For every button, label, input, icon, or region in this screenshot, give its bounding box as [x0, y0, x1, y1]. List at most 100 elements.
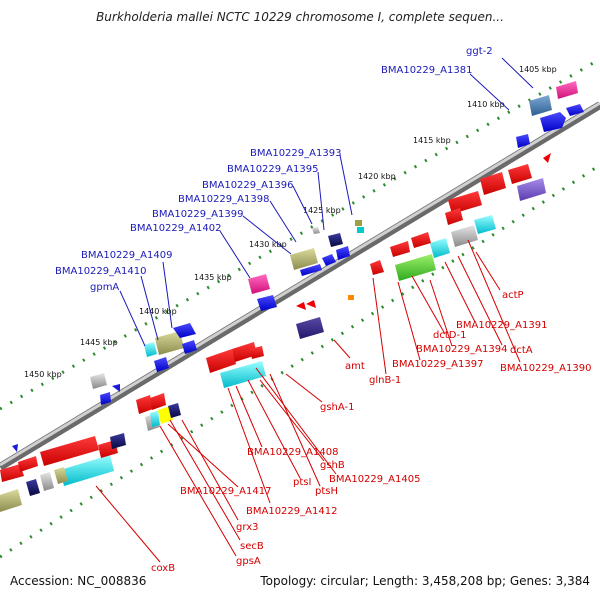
gene-feature: [90, 373, 107, 389]
reverse-gene-labels: actP BMA10229_A1391 dctD-1 dctA BMA10229…: [95, 239, 591, 574]
gene-label[interactable]: amt: [345, 361, 365, 372]
gene-label[interactable]: gpmA: [90, 282, 119, 293]
accession-text: Accession: NC_008836: [10, 574, 147, 588]
gene-label[interactable]: BMA10229_A1396: [202, 180, 293, 191]
gene-label[interactable]: ptsI: [293, 477, 311, 488]
gene-label[interactable]: BMA10229_A1393: [250, 148, 341, 159]
gene-feature: [150, 411, 160, 427]
callout-line: [475, 251, 501, 291]
callout-line: [242, 215, 292, 255]
gene-label[interactable]: BMA10229_A1381: [381, 65, 472, 76]
gene-label[interactable]: actP: [502, 290, 524, 301]
gene-label[interactable]: BMA10229_A1399: [152, 209, 243, 220]
gene-feature: [136, 395, 153, 414]
callout-line: [140, 275, 159, 341]
gene-feature: [250, 346, 264, 359]
gene-feature: [100, 392, 111, 405]
callout-line: [339, 154, 353, 216]
tick-label: 1405 kbp: [519, 65, 557, 74]
callout-line: [292, 185, 313, 225]
gene-feature: [445, 208, 463, 225]
gene-label[interactable]: BMA10229_A1409: [81, 250, 172, 261]
callout-line: [333, 339, 351, 359]
gene-label[interactable]: BMA10229_A1405: [329, 474, 420, 485]
gene-feature: [540, 112, 566, 132]
gene-label[interactable]: BMA10229_A1397: [392, 359, 483, 370]
gene-label[interactable]: dctD-1: [433, 330, 466, 341]
callout-line: [501, 57, 534, 89]
gene-feature: [516, 134, 530, 148]
tick-label: 1445 kbp: [80, 338, 118, 347]
gene-feature: [154, 357, 169, 372]
gene-feature: [566, 104, 584, 116]
gene-feature: [144, 342, 157, 357]
callout-line: [429, 279, 453, 347]
gene-label[interactable]: BMA10229_A1390: [500, 363, 591, 374]
tick-label: 1420 kbp: [358, 172, 396, 181]
gene-label[interactable]: BMA10229_A1417: [180, 486, 271, 497]
callout-line: [159, 425, 237, 557]
gene-label[interactable]: ptsH: [315, 486, 338, 497]
gene-feature: [18, 456, 38, 472]
gene-feature: [40, 436, 99, 466]
gene-label[interactable]: BMA10229_A1391: [456, 320, 547, 331]
gene-feature: [411, 232, 431, 248]
gene-feature: [168, 403, 181, 418]
gene-feature: [336, 246, 350, 260]
gene-label[interactable]: BMA10229_A1410: [55, 266, 146, 277]
gene-label[interactable]: coxB: [151, 563, 175, 574]
tick-label: 1415 kbp: [413, 136, 451, 145]
gene-feature: [430, 238, 450, 258]
gene-label[interactable]: dctA: [510, 345, 533, 356]
callout-line: [269, 200, 297, 243]
gene-feature: [517, 178, 546, 201]
gene-label[interactable]: BMA10229_A1402: [130, 223, 221, 234]
gene-feature: [390, 241, 410, 257]
forward-strand-genes: [12, 81, 584, 452]
gene-label[interactable]: grx3: [236, 522, 258, 533]
gene-feature: [60, 455, 114, 486]
tick-label: 1435 kbp: [194, 273, 232, 282]
gene-feature: [296, 317, 324, 339]
gene-label[interactable]: gshB: [320, 460, 345, 471]
callout-line: [457, 255, 503, 346]
gene-feature: [12, 444, 18, 452]
gene-feature: [248, 274, 270, 294]
gene-feature: [474, 215, 496, 234]
callout-line: [181, 419, 239, 521]
gene-feature: [451, 225, 478, 247]
gene-feature: [556, 81, 578, 99]
gene-label[interactable]: glnB-1: [369, 375, 401, 386]
gene-label[interactable]: secB: [240, 541, 264, 552]
callout-line: [255, 367, 337, 475]
callout-line: [397, 281, 421, 361]
gene-label[interactable]: BMA10229_A1398: [178, 194, 269, 205]
gene-label[interactable]: ggt-2: [466, 46, 493, 57]
gene-label[interactable]: gshA-1: [320, 402, 355, 413]
callout-line: [235, 385, 263, 448]
callout-line: [372, 277, 387, 375]
callout-line: [119, 290, 146, 347]
gene-feature: [206, 349, 236, 373]
gene-feature: [26, 479, 40, 496]
gene-feature: [543, 153, 551, 163]
callout-line: [259, 379, 325, 462]
gene-feature: [395, 254, 436, 281]
callout-line: [411, 275, 446, 335]
gene-feature: [232, 342, 257, 362]
gene-feature: [257, 295, 277, 311]
gene-label[interactable]: BMA10229_A1395: [227, 164, 318, 175]
gene-label[interactable]: gpsA: [236, 556, 261, 567]
callout-line: [162, 261, 173, 329]
gene-feature: [0, 464, 24, 482]
gene-label[interactable]: BMA10229_A1394: [416, 344, 507, 355]
callout-line: [227, 387, 271, 504]
chromosome-backbone-highlight: [0, 101, 600, 467]
callout-line: [317, 171, 325, 231]
gene-feature: [220, 361, 266, 388]
gene-label[interactable]: BMA10229_A1412: [246, 506, 337, 517]
gene-label[interactable]: BMA10229_A1408: [247, 447, 338, 458]
callout-line: [444, 261, 476, 323]
gene-feature: [306, 300, 316, 308]
